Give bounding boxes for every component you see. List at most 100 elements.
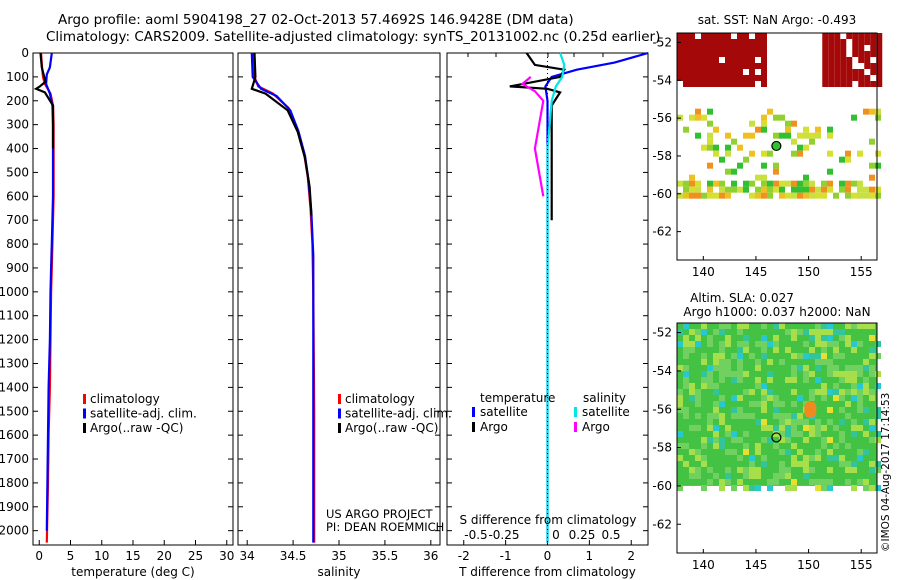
sla-cell: [851, 467, 857, 473]
sst-cell: [827, 150, 833, 157]
sla-cell: [839, 461, 845, 467]
sla-cell: [677, 455, 683, 461]
sla-cell: [827, 479, 833, 485]
sla-cell: [701, 443, 707, 449]
sla-cell: [725, 359, 731, 365]
sla-cell: [809, 371, 815, 377]
sst-cell: [725, 33, 731, 39]
sla-cell: [833, 425, 839, 431]
sst-cell: [713, 180, 719, 187]
sst-cell: [834, 57, 841, 63]
sst-cell: [713, 69, 719, 75]
sst-cell: [725, 45, 731, 51]
sla-cell: [791, 377, 797, 383]
sla-cell: [827, 467, 833, 473]
sla-cell: [869, 347, 875, 353]
sla-cell: [809, 395, 815, 401]
sla-cell: [749, 473, 755, 479]
sla-cell: [857, 449, 863, 455]
series-line-temperature-2: [33, 52, 55, 149]
sla-cell: [761, 455, 767, 461]
sla-cell: [875, 371, 881, 377]
sst-cell: [731, 57, 737, 63]
sst-cell: [767, 108, 773, 115]
sst-cell: [707, 180, 713, 187]
sst-cell: [731, 81, 737, 87]
sla-cell: [803, 455, 809, 461]
sla-cell: [725, 365, 731, 371]
sla-cell: [785, 485, 791, 491]
sst-cell: [725, 81, 731, 87]
sst-cell: [869, 138, 875, 145]
legend-diff-swatch: [574, 422, 577, 432]
sla-cell: [701, 329, 707, 335]
sla-cell: [755, 383, 761, 389]
sst-cell: [803, 174, 809, 181]
y-tick-label: 200: [6, 94, 29, 108]
sla-cell: [725, 335, 731, 341]
sla-cell: [833, 383, 839, 389]
sla-cell: [683, 371, 689, 377]
sst-cell: [834, 69, 841, 75]
sst-cell: [719, 192, 725, 199]
sla-cell: [797, 461, 803, 467]
sst-cell: [683, 81, 689, 87]
sst-cell: [761, 180, 767, 187]
sst-cell: [725, 132, 731, 139]
sla-cell: [809, 353, 815, 359]
sst-cell: [683, 180, 689, 187]
sla-cell: [821, 395, 827, 401]
y-tick-label: 1100: [0, 309, 29, 323]
sla-cell: [779, 413, 785, 419]
sla-cell: [857, 401, 863, 407]
sst-cell: [761, 39, 767, 45]
sla-cell: [755, 485, 761, 491]
sst-cell: [761, 69, 767, 75]
sst-cell: [822, 63, 829, 69]
sst-cell: [737, 75, 743, 81]
sla-cell: [713, 401, 719, 407]
sst-cell: [839, 186, 845, 193]
sst-cell: [761, 33, 767, 39]
sla-cell: [695, 389, 701, 395]
map-y-tick-label: -56: [652, 111, 672, 125]
sla-cell: [827, 389, 833, 395]
sla-cell: [683, 377, 689, 383]
sla-cell: [815, 479, 821, 485]
sla-cell: [863, 377, 869, 383]
series-line-difference-2: [546, 52, 566, 543]
sst-cell: [743, 156, 749, 163]
sla-cell: [833, 371, 839, 377]
sla-cell: [791, 425, 797, 431]
sst-cell: [822, 69, 829, 75]
sla-cell: [803, 437, 809, 443]
sst-cell: [833, 192, 839, 199]
sst-cell: [707, 45, 713, 51]
sla-cell: [719, 323, 725, 329]
sla-cell: [767, 371, 773, 377]
sst-cell: [689, 75, 695, 81]
sla-cell: [701, 353, 707, 359]
sla-cell: [767, 395, 773, 401]
sla-cell: [791, 479, 797, 485]
sst-cell: [827, 180, 833, 187]
sla-cell: [689, 449, 695, 455]
panel-frame-temperature: [32, 52, 234, 546]
sla-cell: [839, 353, 845, 359]
sst-cell: [725, 51, 731, 57]
sla-cell: [743, 449, 749, 455]
sla-cell: [773, 479, 779, 485]
sst-cell: [719, 186, 725, 193]
sla-cell: [719, 377, 725, 383]
legend-sal-swatch-1: [338, 408, 341, 419]
sla-cell: [809, 347, 815, 353]
sla-cell: [755, 419, 761, 425]
sst-cell: [701, 81, 707, 87]
sla-cell: [791, 329, 797, 335]
y-tick-label: 700: [6, 213, 29, 227]
panel-frame-salinity: [237, 52, 441, 546]
sla-cell: [779, 425, 785, 431]
sla-cell: [761, 395, 767, 401]
sst-cell: [737, 57, 743, 63]
sst-cell: [749, 63, 755, 69]
